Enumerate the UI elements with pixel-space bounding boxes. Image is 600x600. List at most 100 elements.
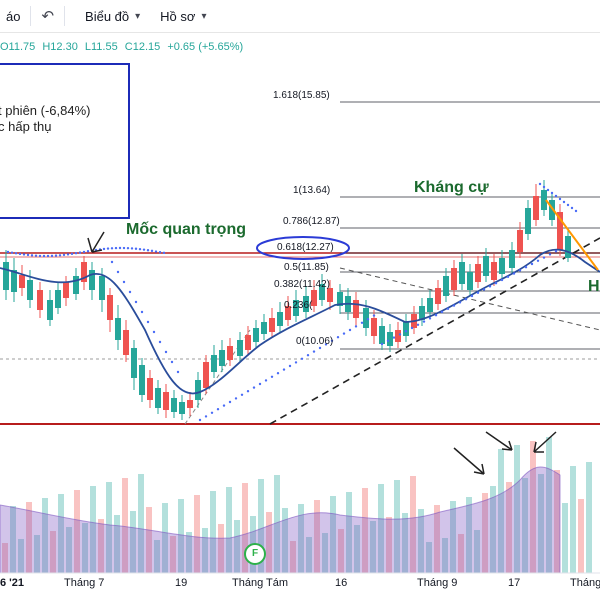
sar-dot (452, 304, 456, 307)
candle-body (277, 312, 283, 326)
volume-bar (538, 474, 544, 573)
sar-dot (500, 278, 504, 282)
volume-bar (154, 540, 160, 573)
volume-bar (298, 504, 304, 573)
candle-body (371, 318, 377, 336)
earnings-flag-icon[interactable]: F (244, 543, 266, 565)
sar-dot (258, 382, 262, 386)
sar-dot (170, 360, 174, 364)
volume-bar (306, 537, 312, 573)
x-axis-label: 17 (508, 577, 521, 589)
volume-bar (42, 498, 48, 573)
sar-dot (464, 298, 468, 301)
sar-dot (46, 254, 50, 258)
volume-bar (258, 479, 264, 573)
sar-dot (398, 333, 402, 336)
sar-dot (288, 364, 292, 368)
note-box[interactable]: t phiên (-6,84%) c hấp thụ (0, 63, 130, 219)
sar-dot (270, 375, 274, 378)
sar-dot (210, 411, 214, 414)
toolbar-divider (30, 6, 32, 26)
sar-dot (318, 346, 322, 350)
profile-menu-button[interactable]: Hồ sơ ▾ (146, 0, 212, 32)
volume-bar (34, 535, 40, 573)
volume-bar (482, 493, 488, 573)
sar-dot (536, 259, 540, 262)
volume-bar (26, 502, 32, 573)
volume-bar (74, 490, 80, 573)
candle-body (509, 250, 515, 268)
candle-body (483, 256, 489, 276)
candle-body (565, 236, 571, 258)
sar-dot (154, 250, 158, 253)
candle-body (379, 326, 385, 344)
volume-bar (586, 462, 592, 573)
sar-dot (574, 209, 578, 213)
candle-body (37, 290, 43, 310)
sar-dot (158, 340, 162, 344)
sar-dot (106, 247, 110, 250)
volume-bar (514, 445, 520, 573)
candle-body (303, 296, 309, 312)
sar-dot (354, 325, 358, 328)
volume-bar (114, 515, 120, 573)
x-axis-label: Tháng (570, 577, 600, 589)
x-axis-label: Tháng 9 (417, 577, 458, 589)
volume-bar (90, 486, 96, 573)
chart-menu-label: Biểu đồ (85, 8, 130, 24)
sar-dot (264, 379, 268, 382)
sar-dot (6, 250, 10, 254)
chart-menu-button[interactable]: Biểu đồ ▾ (69, 0, 146, 32)
sar-dot (122, 246, 126, 250)
sar-dot (546, 188, 550, 192)
sar-dot (86, 250, 90, 253)
fib-label-0382: 0.382(11.42) (274, 279, 330, 290)
candle-body (327, 288, 333, 302)
sar-dot (138, 247, 142, 251)
volume-bar (58, 494, 64, 573)
volume-bar (546, 437, 552, 573)
candle-body (115, 318, 121, 340)
candle-body (73, 276, 79, 294)
sar-dot (518, 269, 522, 272)
toolbar-divider (64, 6, 66, 26)
arrow-volume-1 (453, 447, 485, 475)
candle-body (139, 365, 145, 395)
sar-dot (570, 206, 574, 210)
volume-bar (210, 491, 216, 573)
sar-dot (150, 249, 154, 253)
sar-dot (128, 290, 132, 294)
sar-dot (550, 191, 554, 195)
candle-body (533, 196, 539, 220)
volume-bar (274, 475, 280, 573)
uptrend-line (269, 237, 600, 425)
candle-body (427, 298, 433, 312)
sar-dot (126, 246, 130, 250)
volume-bar (314, 500, 320, 573)
fib-label-05: 0.5(11.85) (284, 262, 329, 273)
undo-button[interactable]: ↶ (35, 0, 60, 32)
arrow-peak (87, 231, 105, 253)
volume-bar (226, 487, 232, 573)
toolbar-partial-item[interactable]: áo (0, 0, 26, 32)
x-axis-label: Tháng Tám (232, 577, 289, 589)
candle-body (549, 200, 555, 220)
sar-dot (22, 253, 26, 256)
candle-body (525, 208, 531, 234)
note-line-2: c hấp thụ (0, 119, 52, 134)
volume-ma-area (0, 466, 561, 574)
volume-bar (122, 478, 128, 573)
sar-dot (66, 253, 70, 256)
volume-bar (106, 482, 112, 573)
volume-bar (346, 492, 352, 573)
volume-bar (442, 538, 448, 573)
profile-menu-label: Hồ sơ (160, 8, 196, 24)
volume-bar (98, 519, 104, 573)
undo-icon: ↶ (41, 8, 55, 25)
ohlc-legend: O11.75 H12.30 L11.55 C12.15 +0.65 (+5.65… (0, 41, 247, 53)
candle-body (187, 400, 193, 408)
sar-dot (336, 336, 340, 339)
volume-bar (194, 495, 200, 573)
ohlc-open: O11.75 (0, 41, 36, 53)
